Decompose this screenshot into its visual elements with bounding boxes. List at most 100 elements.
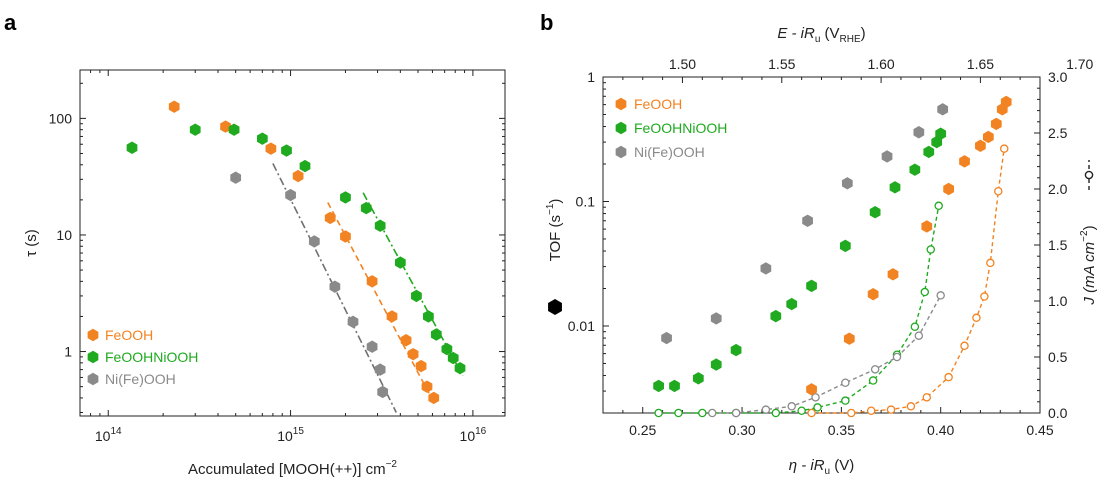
top-x-tick-label: 1.60 — [867, 56, 894, 72]
data-point-feooh — [292, 169, 304, 183]
x-tick-label: 0.45 — [1026, 422, 1053, 438]
x-tick-label: 1015 — [277, 426, 304, 444]
y-tick-label: 100 — [49, 110, 73, 126]
data-point-ni-fe-ooh — [377, 385, 389, 399]
x-tick-label: 0.30 — [728, 422, 755, 438]
data-point-ni-fe-ooh — [366, 340, 378, 353]
j-data-point — [813, 403, 822, 412]
top-x-axis-label: E - iRu (VRHE) — [777, 25, 865, 45]
legend-marker — [87, 328, 99, 342]
tof-point-feoohniooh — [669, 379, 680, 393]
x-tick-label: 0.35 — [828, 422, 855, 438]
tof-point-feooh — [843, 332, 855, 345]
data-point-feoohniooh — [126, 141, 138, 154]
tof-point-feoohniooh — [935, 127, 947, 140]
j-curve-line — [712, 295, 942, 414]
y-left-tick-label: 1 — [587, 69, 595, 85]
tof-point-feoohniooh — [806, 279, 817, 293]
j-data-point — [960, 341, 969, 351]
tof-point-feoohniooh — [909, 163, 921, 176]
j-data-point — [922, 393, 932, 402]
data-point-feoohniooh — [228, 123, 240, 136]
data-point-feooh — [220, 120, 231, 133]
tof-marker-key-icon — [548, 299, 562, 315]
tof-point-feoohniooh — [839, 239, 851, 253]
y-axis-label: τ (s) — [23, 229, 40, 257]
j-data-point — [841, 378, 850, 388]
tof-point-feooh — [990, 117, 1002, 131]
chart-panel-a: 1014 1015 1016 1 10 100 Accumulated [MOOH(++)]… — [23, 69, 506, 478]
tof-point-feoohniooh — [869, 206, 881, 219]
tof-point-feoohniooh — [770, 309, 782, 323]
tof-point-feoohniooh — [889, 181, 901, 194]
data-point-feoohniooh — [411, 289, 422, 303]
j-data-point — [870, 365, 880, 374]
top-x-tick-label: 1.55 — [768, 56, 795, 72]
y-right-tick-label: 0.0 — [1048, 405, 1068, 421]
data-point-feoohniooh — [360, 201, 372, 215]
x-tick-label: 0.25 — [629, 422, 656, 438]
data-point-feooh — [340, 230, 351, 243]
j-data-point — [841, 396, 850, 405]
y-left-axis-label: TOF (s−1) — [545, 199, 564, 262]
j-data-point — [807, 408, 816, 418]
data-point-feoohniooh — [423, 310, 434, 323]
y-left-tick-label: 0.01 — [568, 318, 595, 334]
data-point-feoohniooh — [430, 328, 442, 341]
j-data-point — [811, 393, 820, 402]
tof-point-feooh — [887, 268, 899, 281]
j-data-point — [920, 287, 930, 297]
y-right-tick-label: 0.5 — [1048, 349, 1068, 365]
data-point-feoohniooh — [394, 256, 406, 269]
data-point-feoohniooh — [299, 159, 311, 173]
y-right-tick-label: 3.0 — [1048, 69, 1068, 85]
y-right-tick-label: 2.0 — [1048, 181, 1068, 197]
tof-point-feoohniooh — [653, 379, 664, 393]
j-data-point — [847, 408, 856, 418]
tof-point-feooh — [1000, 95, 1012, 109]
plot-frame-a — [79, 69, 506, 417]
data-point-feoohniooh — [340, 191, 351, 204]
j-data-point — [868, 376, 878, 385]
tof-point-feooh — [867, 288, 879, 301]
tof-point-feooh — [959, 155, 970, 168]
data-point-feooh — [415, 359, 427, 373]
x-tick-label: 1014 — [95, 426, 122, 444]
j-data-point — [892, 352, 902, 362]
j-data-point — [886, 405, 896, 414]
j-curve-line — [658, 205, 940, 414]
data-point-feooh — [407, 347, 419, 361]
j-data-point — [994, 186, 1003, 196]
legend-marker — [615, 121, 627, 135]
fit-line — [327, 202, 436, 406]
y-tick-label: 10 — [56, 227, 72, 243]
data-point-feoohniooh — [374, 219, 386, 232]
j-data-point — [797, 406, 806, 416]
tof-point-ni-fe-ooh — [937, 103, 949, 116]
tof-point-ni-fe-ooh — [841, 177, 853, 190]
j-data-point — [761, 405, 771, 414]
data-point-ni-fe-ooh — [329, 280, 341, 293]
j-data-point — [654, 408, 663, 418]
tof-point-ni-fe-ooh — [760, 262, 772, 275]
data-point-ni-fe-ooh — [308, 235, 320, 248]
tof-point-feoohniooh — [923, 145, 935, 159]
tof-point-feoohniooh — [692, 372, 704, 385]
data-point-feoohniooh — [447, 351, 459, 365]
j-data-point — [674, 408, 683, 418]
legend-marker — [87, 350, 99, 364]
legend-label: FeOOH — [105, 327, 153, 343]
legend-marker — [87, 372, 99, 386]
j-data-point — [698, 408, 707, 418]
j-data-point — [926, 245, 936, 254]
tof-point-feooh — [975, 139, 986, 153]
legend-marker — [615, 145, 627, 159]
legend-label: FeOOHNiOOH — [634, 120, 727, 136]
j-data-point — [866, 406, 876, 416]
j-data-point — [910, 322, 920, 332]
tof-point-ni-fe-ooh — [710, 312, 722, 325]
data-point-feooh — [386, 310, 398, 323]
data-point-ni-fe-ooh — [374, 363, 386, 376]
top-x-tick-label: 1.50 — [669, 56, 696, 72]
